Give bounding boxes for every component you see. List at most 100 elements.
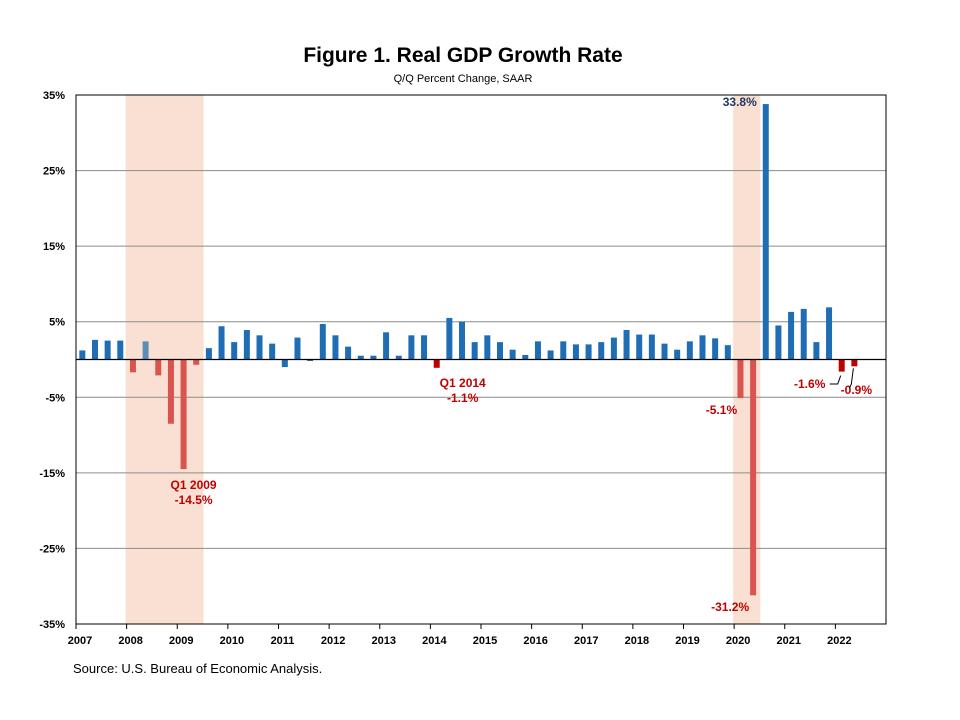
annotation-label: -5.1% [706, 403, 738, 417]
x-tick-label: 2010 [220, 635, 244, 647]
bar-2009-q4 [218, 326, 225, 360]
bar-2021-q4 [826, 307, 833, 360]
bar-2015-q2 [496, 342, 503, 360]
x-tick-label: 2019 [675, 635, 699, 647]
x-tick-label: 2013 [372, 635, 396, 647]
bar-2007-q2 [91, 339, 98, 360]
bar-2012-q3 [357, 355, 364, 360]
bar-2012-q1 [332, 335, 339, 360]
bar-2018-q2 [648, 334, 655, 360]
annotation-label: -31.2% [711, 600, 749, 614]
bar-2022-q2 [851, 359, 858, 367]
source-note: Source: U.S. Bureau of Economic Analysis… [73, 661, 323, 676]
bar-2019-q4 [724, 345, 731, 360]
chart-subtitle: Q/Q Percent Change, SAAR [393, 73, 533, 85]
bar-2011-q2 [294, 337, 301, 360]
bar-2015-q4 [522, 354, 529, 360]
annotation-label: Q1 2009 [171, 478, 217, 492]
x-tick-label: 2017 [574, 635, 598, 647]
bar-2018-q3 [661, 343, 668, 360]
x-tick-label: 2015 [473, 635, 497, 647]
bar-2022-q1 [838, 359, 845, 372]
bar-2014-q3 [459, 321, 466, 360]
bar-2015-q3 [509, 349, 516, 360]
bar-2010-q2 [243, 330, 250, 360]
annotation-label: -14.5% [175, 493, 213, 507]
bar-2007-q3 [104, 340, 111, 360]
annotations: Q1 2009-14.5% Q1 2014-1.1% -5.1% -31.2% 33.8… [171, 95, 873, 614]
bar-2008-q2 [142, 341, 149, 360]
x-tick-label: 2014 [422, 635, 447, 647]
x-tick-label: 2012 [321, 635, 345, 647]
x-tick-label: 2011 [271, 635, 295, 647]
bar-2020-q2 [750, 359, 757, 596]
bar-2013-q4 [421, 335, 428, 360]
bar-2014-q1 [433, 359, 440, 368]
bar-2014-q2 [446, 317, 453, 360]
x-tick-label: 2008 [118, 635, 142, 647]
x-tick-label: 2020 [726, 635, 750, 647]
bar-2020-q1 [737, 359, 744, 399]
annotation-label: -1.6% [794, 377, 826, 391]
bars [79, 104, 858, 596]
bar-2016-q1 [534, 341, 541, 360]
bar-2007-q4 [117, 340, 124, 360]
chart-title: Figure 1. Real GDP Growth Rate [303, 44, 623, 67]
bar-2016-q3 [560, 341, 567, 360]
bar-2014-q4 [471, 342, 478, 360]
bar-2017-q1 [585, 344, 592, 360]
annotation-label: -0.9% [841, 383, 873, 397]
bar-2020-q3 [762, 104, 769, 360]
bar-2020-q4 [775, 325, 782, 360]
bar-2019-q1 [686, 341, 693, 360]
tick-labels: 35% 25% 15% 5% -5% -15% -25% -35%2007 2008 2009 20… [39, 90, 851, 647]
bar-2016-q2 [547, 350, 554, 360]
bar-2021-q2 [800, 308, 807, 360]
bar-2013-q3 [408, 335, 415, 360]
bar-2017-q4 [623, 330, 630, 360]
bar-2009-q2 [193, 359, 200, 365]
bar-2019-q3 [712, 338, 719, 360]
bar-2007-q1 [79, 350, 86, 360]
bar-2010-q3 [256, 335, 263, 360]
y-tick-label: -25% [39, 543, 65, 555]
bar-2008-q1 [129, 359, 136, 373]
bar-2010-q1 [231, 342, 238, 360]
bar-2017-q2 [598, 342, 605, 360]
bar-2010-q4 [269, 343, 276, 360]
bar-2018-q1 [636, 334, 643, 360]
y-tick-label: 25% [43, 166, 65, 178]
bar-2017-q3 [610, 337, 617, 360]
x-tick-label: 2009 [169, 635, 193, 647]
x-tick-label: 2018 [625, 635, 649, 647]
bar-2011-q3 [307, 359, 314, 361]
bar-2012-q2 [345, 346, 352, 360]
bar-2013-q2 [395, 355, 402, 360]
leader-line [829, 375, 842, 385]
bar-2018-q4 [674, 349, 681, 360]
bar-2021-q1 [788, 311, 795, 360]
axes [75, 94, 887, 629]
leader-line [848, 368, 854, 389]
bar-2009-q1 [180, 359, 187, 470]
y-tick-label: 35% [43, 90, 65, 102]
bar-2009-q3 [205, 348, 212, 360]
x-tick-label: 2021 [777, 635, 801, 647]
y-tick-label: 5% [49, 317, 65, 329]
annotation-label: 33.8% [723, 95, 757, 109]
bar-2016-q4 [572, 344, 579, 360]
bar-2015-q1 [484, 335, 491, 360]
x-tick-label: 2022 [827, 635, 851, 647]
y-tick-label: 15% [43, 241, 65, 253]
bar-2013-q1 [383, 332, 390, 360]
y-tick-label: -15% [39, 468, 65, 480]
annotation-label: -1.1% [447, 391, 479, 405]
y-tick-label: -5% [45, 392, 65, 404]
bar-2019-q2 [699, 335, 706, 360]
bar-2021-q3 [813, 342, 820, 360]
bar-2012-q4 [370, 355, 377, 360]
y-tick-label: -35% [39, 619, 65, 631]
bar-2011-q1 [281, 359, 288, 368]
x-tick-label: 2016 [523, 635, 547, 647]
